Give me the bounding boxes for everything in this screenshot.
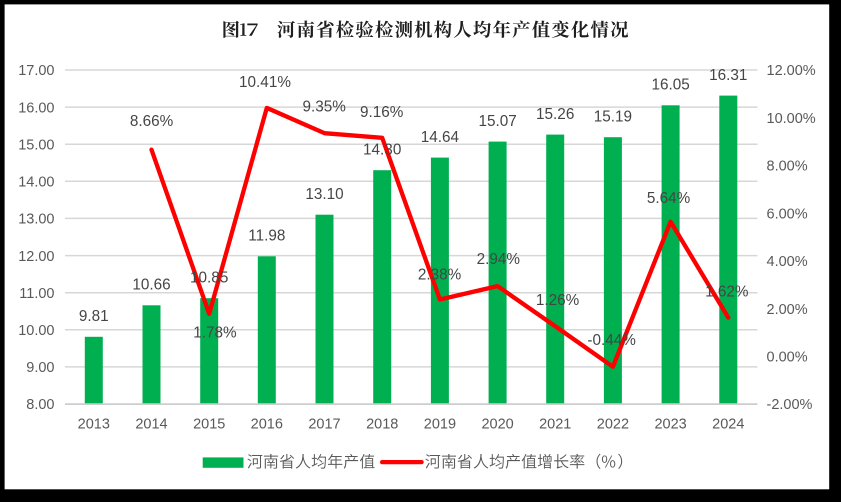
svg-text:10.00: 10.00 <box>18 323 54 339</box>
svg-text:2024: 2024 <box>712 417 744 433</box>
svg-text:2020: 2020 <box>481 417 513 433</box>
svg-text:2023: 2023 <box>654 417 686 433</box>
svg-text:6.00%: 6.00% <box>767 206 808 222</box>
svg-text:15.07: 15.07 <box>478 113 516 130</box>
svg-text:11.00: 11.00 <box>19 286 54 302</box>
svg-text:2.00%: 2.00% <box>767 302 808 318</box>
svg-text:17.00: 17.00 <box>18 63 54 79</box>
svg-text:10.41%: 10.41% <box>239 74 291 91</box>
svg-text:12.00: 12.00 <box>18 249 54 265</box>
svg-text:9.81: 9.81 <box>79 308 109 325</box>
svg-text:16.31: 16.31 <box>709 67 747 84</box>
svg-text:2019: 2019 <box>424 417 456 433</box>
svg-text:0.00%: 0.00% <box>767 350 808 366</box>
svg-text:2014: 2014 <box>135 417 167 433</box>
svg-text:14.00: 14.00 <box>18 175 54 191</box>
svg-text:1.78%: 1.78% <box>193 325 237 342</box>
svg-text:8.00: 8.00 <box>26 397 54 413</box>
svg-text:2.94%: 2.94% <box>477 251 521 268</box>
svg-text:14.30: 14.30 <box>363 142 401 159</box>
svg-text:12.00%: 12.00% <box>767 63 816 79</box>
svg-text:-2.00%: -2.00% <box>767 397 813 413</box>
svg-text:2022: 2022 <box>597 417 629 433</box>
svg-text:15.26: 15.26 <box>536 106 574 123</box>
svg-text:13.00: 13.00 <box>18 212 54 228</box>
svg-text:10.00%: 10.00% <box>767 111 816 127</box>
svg-text:10.85: 10.85 <box>190 270 228 287</box>
svg-text:1.26%: 1.26% <box>536 292 580 309</box>
svg-text:9.35%: 9.35% <box>303 98 347 115</box>
svg-text:9.00: 9.00 <box>26 360 54 376</box>
svg-text:2015: 2015 <box>193 417 225 433</box>
svg-text:1.62%: 1.62% <box>705 284 749 301</box>
svg-text:13.10: 13.10 <box>305 186 343 203</box>
svg-text:2016: 2016 <box>251 417 283 433</box>
svg-text:5.64%: 5.64% <box>647 190 691 207</box>
svg-text:8.00%: 8.00% <box>767 159 808 175</box>
svg-text:14.64: 14.64 <box>421 129 460 146</box>
svg-text:2018: 2018 <box>366 417 398 433</box>
svg-text:2.38%: 2.38% <box>418 267 462 284</box>
svg-text:16.05: 16.05 <box>651 77 689 94</box>
svg-text:16.00: 16.00 <box>18 100 54 116</box>
svg-text:15.19: 15.19 <box>594 109 632 126</box>
svg-text:15.00: 15.00 <box>18 137 54 153</box>
svg-text:11.98: 11.98 <box>248 228 285 245</box>
svg-text:2013: 2013 <box>78 417 110 433</box>
svg-text:2021: 2021 <box>539 417 571 433</box>
svg-text:8.66%: 8.66% <box>130 113 174 130</box>
svg-text:4.00%: 4.00% <box>767 254 808 270</box>
svg-text:-0.44%: -0.44% <box>587 332 636 349</box>
svg-text:2017: 2017 <box>308 417 340 433</box>
svg-text:9.16%: 9.16% <box>360 104 404 121</box>
svg-text:10.66: 10.66 <box>132 277 170 294</box>
